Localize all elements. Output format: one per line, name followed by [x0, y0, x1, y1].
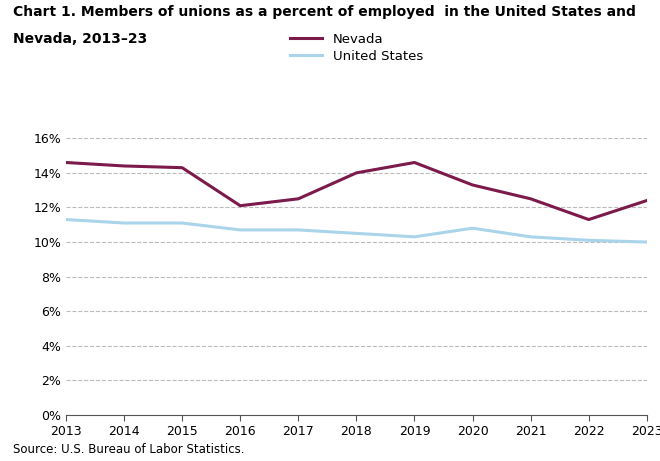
- United States: [120, 220, 128, 226]
- Nevada: [411, 160, 418, 165]
- Text: Nevada, 2013–23: Nevada, 2013–23: [13, 32, 147, 46]
- Nevada: [527, 196, 535, 201]
- United States: [178, 220, 186, 226]
- Nevada: [585, 217, 593, 222]
- Line: United States: United States: [66, 219, 647, 242]
- Text: Source: U.S. Bureau of Labor Statistics.: Source: U.S. Bureau of Labor Statistics.: [13, 443, 245, 456]
- Nevada: [236, 203, 244, 208]
- Legend: Nevada, United States: Nevada, United States: [286, 29, 427, 67]
- Text: Chart 1. Members of unions as a percent of employed  in the United States and: Chart 1. Members of unions as a percent …: [13, 5, 636, 18]
- Line: Nevada: Nevada: [66, 163, 647, 219]
- United States: [294, 227, 302, 233]
- United States: [62, 217, 70, 222]
- Nevada: [294, 196, 302, 201]
- United States: [236, 227, 244, 233]
- United States: [469, 225, 477, 231]
- United States: [643, 239, 651, 245]
- United States: [585, 237, 593, 243]
- Nevada: [120, 163, 128, 169]
- United States: [527, 234, 535, 240]
- Nevada: [643, 198, 651, 203]
- Nevada: [352, 170, 360, 176]
- Nevada: [62, 160, 70, 165]
- United States: [411, 234, 418, 240]
- Nevada: [178, 165, 186, 171]
- United States: [352, 230, 360, 236]
- Nevada: [469, 182, 477, 188]
